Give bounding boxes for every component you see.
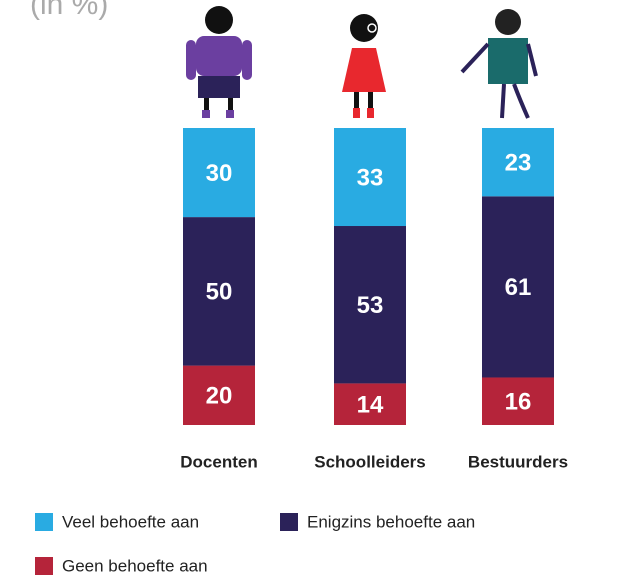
segment-label: 61 [505, 274, 532, 301]
segment-label: 50 [206, 279, 233, 306]
bar-segment [183, 128, 255, 218]
bar-segment [482, 196, 554, 378]
bar-segment [334, 226, 406, 384]
bar-segment [183, 365, 255, 425]
segment-label: 14 [357, 392, 384, 419]
legend-label: Veel behoefte aan [62, 512, 199, 531]
segment-label: 33 [357, 164, 384, 191]
legend-swatch [280, 513, 298, 531]
segment-label: 30 [206, 160, 233, 187]
figure-bestuurder [460, 9, 538, 119]
bar-segment [482, 128, 554, 197]
legend-swatch [35, 513, 53, 531]
bar-segment [183, 217, 255, 366]
figure-schoolleider [342, 14, 386, 118]
bar-segment [334, 383, 406, 425]
legend-label: Geen behoefte aan [62, 556, 208, 575]
segment-label: 16 [505, 389, 532, 416]
category-label: Docenten [180, 452, 257, 471]
category-label: Schoolleiders [314, 452, 425, 471]
bar-segment [482, 377, 554, 425]
legend-label: Enigzins behoefte aan [307, 512, 475, 531]
segment-label: 20 [206, 383, 233, 410]
chart-title: (in %) [30, 0, 108, 21]
bar-segment [334, 128, 406, 227]
category-label: Bestuurders [468, 452, 568, 471]
figure-docent [186, 6, 252, 118]
legend-swatch [35, 557, 53, 575]
segment-label: 53 [357, 292, 384, 319]
segment-label: 23 [505, 149, 532, 176]
